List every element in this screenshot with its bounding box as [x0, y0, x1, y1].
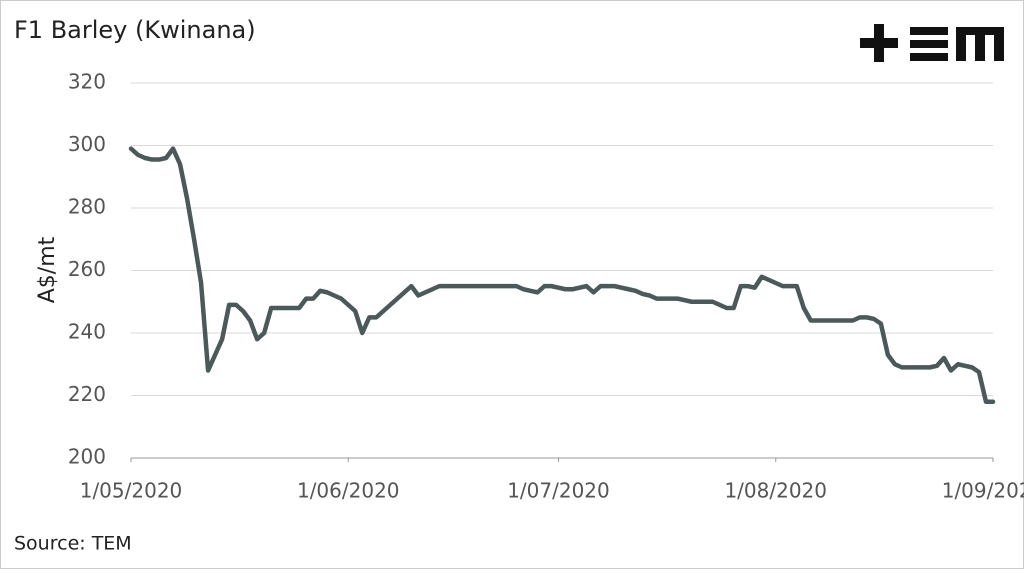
- y-tick-label: 220: [68, 382, 106, 406]
- price-line: [128, 146, 996, 404]
- y-tick-label: 320: [68, 70, 106, 94]
- source: Source: TEM: [14, 533, 132, 555]
- x-tick-label: 1/08/2020: [724, 479, 827, 503]
- y-tick-label: 240: [68, 320, 106, 344]
- logo: [860, 24, 1004, 62]
- x-tick-label: 1/06/2020: [297, 479, 400, 503]
- y-tick-label: 300: [68, 132, 106, 156]
- y-tick-label: 200: [68, 445, 106, 469]
- x-tick-label: 1/05/2020: [80, 479, 183, 503]
- chart-title: F1 Barley (Kwinana): [14, 16, 256, 44]
- x-tick-label: 1/07/2020: [507, 479, 610, 503]
- y-axis-label: A$/mt: [35, 236, 60, 303]
- y-tick-label: 280: [68, 195, 106, 219]
- x-tick-label: 1/09/2020: [942, 479, 1024, 503]
- y-tick-label: 260: [68, 257, 106, 281]
